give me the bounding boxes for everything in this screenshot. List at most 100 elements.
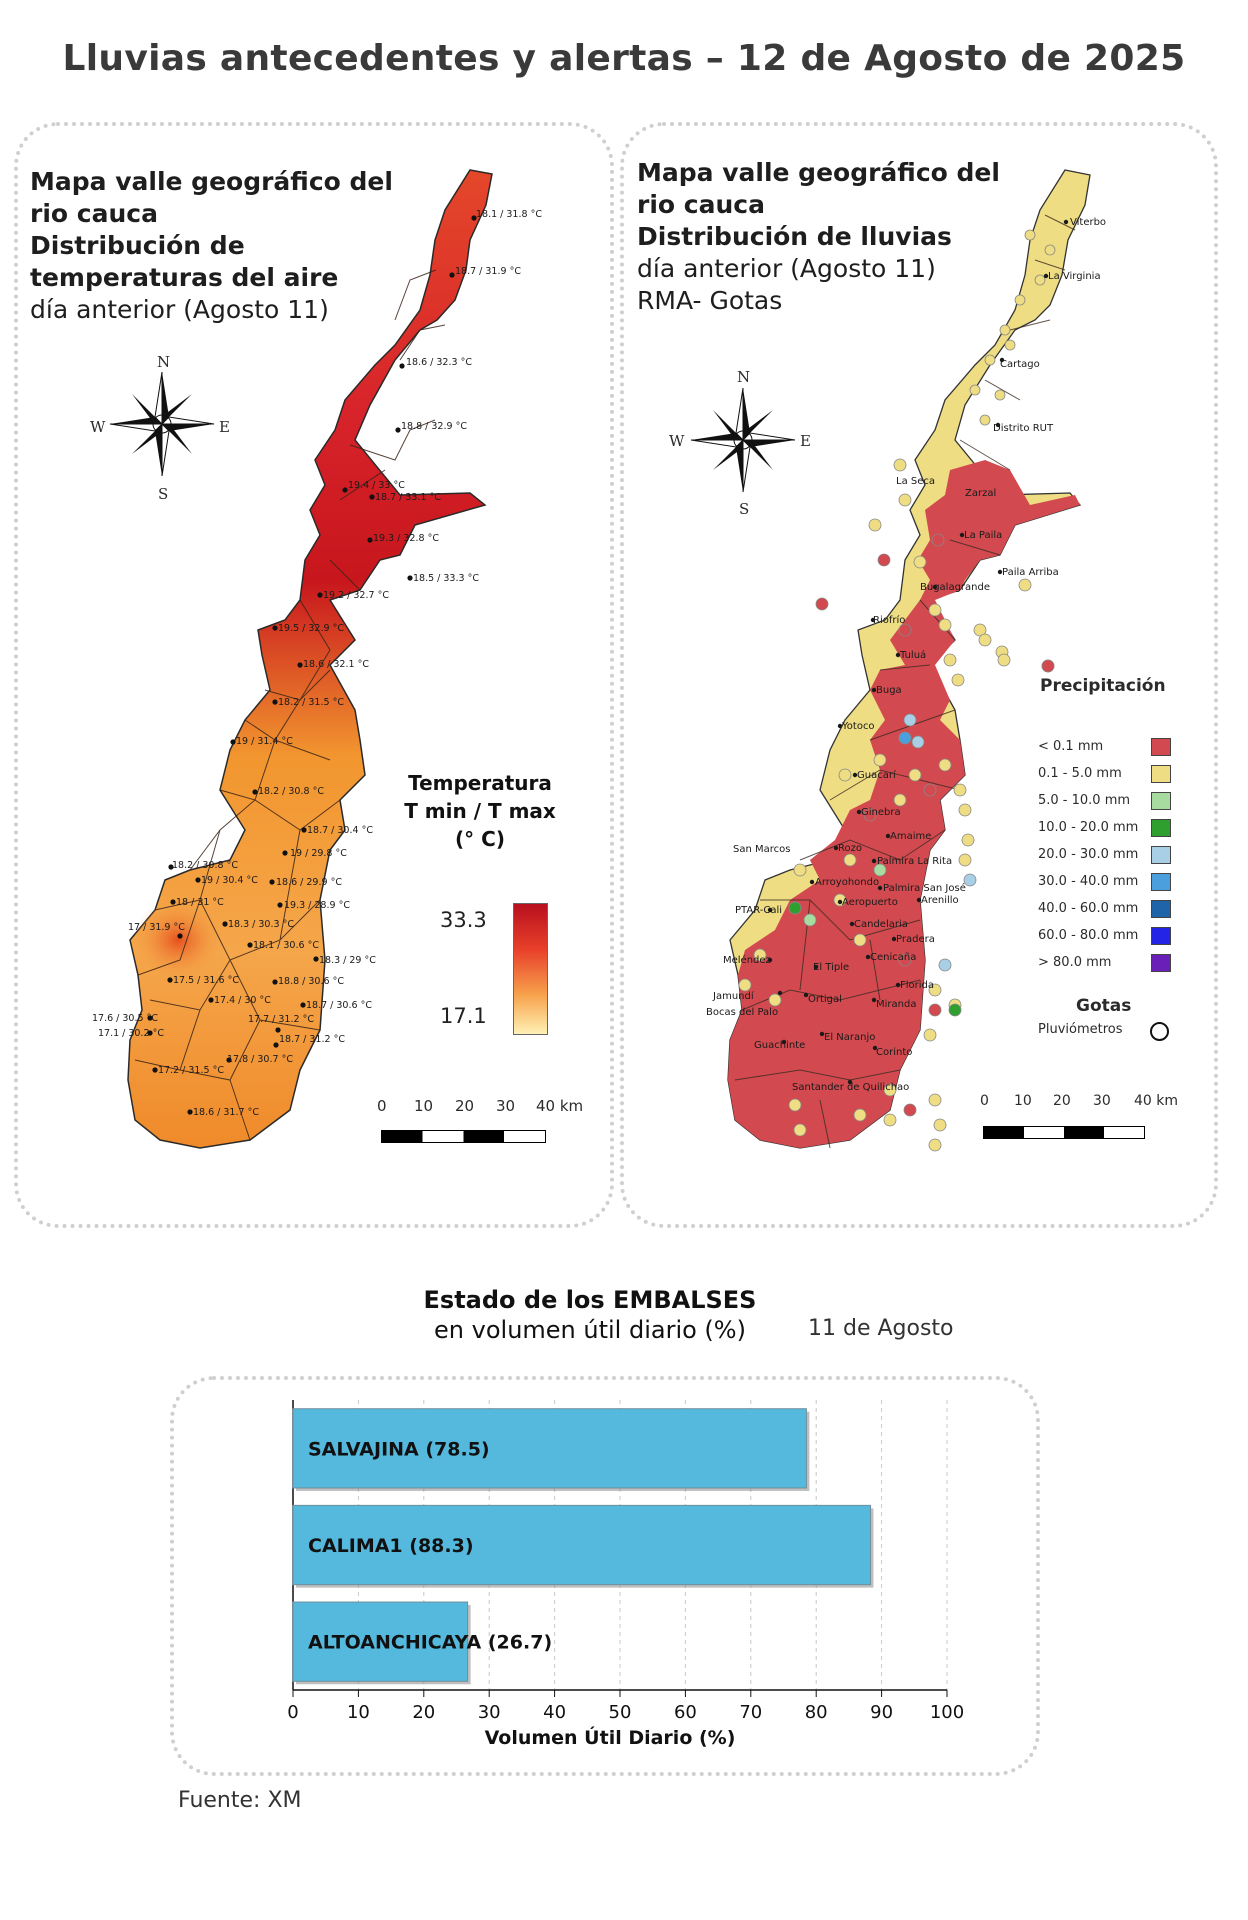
rainfall-title-line: día anterior (Agosto 11) bbox=[637, 254, 936, 283]
bar-label: SALVAJINA (78.5) bbox=[308, 1438, 490, 1460]
precipitation-legend-item: > 80.0 mm bbox=[1038, 954, 1188, 981]
place-label: Candelaria bbox=[854, 919, 908, 930]
rainfall-title-line: Distribución de lluvias bbox=[637, 222, 952, 251]
place-label: Pradera bbox=[896, 934, 935, 945]
place-label: Distrito RUT bbox=[993, 423, 1054, 434]
scale-label: 0 bbox=[377, 1097, 387, 1115]
bar-label: ALTOANCHICAYA (26.7) bbox=[308, 1632, 552, 1654]
precipitation-legend-item: < 0.1 mm bbox=[1038, 738, 1188, 765]
place-label: Florida bbox=[900, 980, 934, 991]
reservoir-date: 11 de Agosto bbox=[808, 1316, 954, 1341]
station-label: 18.7 / 31.9 °C bbox=[455, 266, 521, 277]
place-label: Corinto bbox=[876, 1047, 912, 1058]
precipitation-legend-item: 5.0 - 10.0 mm bbox=[1038, 792, 1188, 819]
reservoir-chart-title: Estado de los EMBALSES en volumen útil d… bbox=[380, 1286, 800, 1344]
rainfall-title-line: Mapa valle geográfico del bbox=[637, 158, 1000, 187]
temperature-legend-title: Temperatura T min / T max (° C) bbox=[400, 769, 560, 853]
x-tick-label: 80 bbox=[805, 1702, 828, 1723]
place-label: Cenicaña bbox=[870, 952, 916, 963]
place-label: Amaime bbox=[890, 831, 931, 842]
station-label: 19 / 30.4 °C bbox=[201, 875, 258, 886]
bar bbox=[292, 1601, 469, 1682]
station-label: 18.1 / 30.6 °C bbox=[253, 940, 319, 951]
rainfall-polygon-lines bbox=[734, 214, 1076, 1149]
place-label: Aeropuerto bbox=[842, 897, 898, 908]
place-label: Yotoco bbox=[841, 721, 875, 732]
rainfall-map-title: Mapa valle geográfico del rio cauca Dist… bbox=[637, 157, 1000, 317]
precipitation-legend-label: 30.0 - 40.0 mm bbox=[1038, 874, 1139, 889]
temperature-station-dots bbox=[147, 215, 477, 1115]
station-label: 19.2 / 32.7 °C bbox=[323, 590, 389, 601]
station-label: 17.5 / 31.6 °C bbox=[173, 975, 239, 986]
station-label: 18.8 / 30.6 °C bbox=[278, 976, 344, 987]
place-label: Santander de Quilichao bbox=[792, 1082, 909, 1093]
source-note: Fuente: XM bbox=[178, 1788, 302, 1813]
temperature-map bbox=[127, 169, 493, 1149]
scale-label: 30 bbox=[496, 1097, 516, 1115]
place-label: La Seca bbox=[896, 476, 935, 487]
precipitation-legend-item: 60.0 - 80.0 mm bbox=[1038, 927, 1188, 954]
scale-label: 30 bbox=[1093, 1093, 1111, 1109]
station-label: 17.1 / 30.2 °C bbox=[98, 1028, 164, 1039]
station-label: 19.3 / 32.8 °C bbox=[373, 533, 439, 544]
precipitation-legend-item: 30.0 - 40.0 mm bbox=[1038, 873, 1188, 900]
precipitation-legend-item: 20.0 - 30.0 mm bbox=[1038, 846, 1188, 873]
precipitation-legend-label: 10.0 - 20.0 mm bbox=[1038, 820, 1139, 835]
station-label: 18.6 / 32.3 °C bbox=[406, 357, 472, 368]
precipitation-legend-label: > 80.0 mm bbox=[1038, 955, 1112, 970]
place-label: San Marcos bbox=[733, 844, 790, 855]
x-tick-label: 90 bbox=[870, 1702, 893, 1723]
precipitation-legend-label: < 0.1 mm bbox=[1038, 739, 1104, 754]
compass-north-label: N bbox=[157, 353, 171, 371]
rainfall-title-line: rio cauca bbox=[637, 190, 765, 219]
rain-gauge-legend-icon bbox=[1150, 1022, 1169, 1041]
place-label: Miranda bbox=[876, 999, 916, 1010]
station-label: 18.2 / 30.8 °C bbox=[172, 860, 238, 871]
precipitation-legend-label: 40.0 - 60.0 mm bbox=[1038, 901, 1139, 916]
place-label: Tuluá bbox=[899, 649, 926, 661]
compass-rose-icon bbox=[109, 371, 215, 477]
place-label: Palmira San José bbox=[883, 882, 966, 894]
rainfall-scale-bar bbox=[983, 1126, 1145, 1139]
place-label: Bocas del Palo bbox=[706, 1007, 778, 1018]
place-label: Ortigal bbox=[808, 994, 842, 1005]
x-tick-label: 50 bbox=[609, 1702, 632, 1723]
station-label: 19 / 29.8 °C bbox=[290, 848, 347, 859]
bar bbox=[292, 1504, 871, 1586]
place-label: Rozo bbox=[838, 843, 862, 854]
rain-gauge-dots bbox=[738, 229, 1056, 1152]
precipitation-legend-item: 10.0 - 20.0 mm bbox=[1038, 819, 1188, 846]
place-label: PTAR-Cali bbox=[735, 905, 782, 916]
rainfall-map: Viterbo La Virginia Cartago Distrito RUT… bbox=[706, 169, 1106, 1152]
station-label: 18.1 / 31.8 °C bbox=[476, 209, 542, 220]
precipitation-legend-swatch bbox=[1151, 792, 1171, 810]
temperature-legend-min: 17.1 bbox=[440, 1004, 487, 1028]
x-tick-label: 100 bbox=[930, 1702, 964, 1723]
compass-west-label: W bbox=[90, 418, 106, 436]
place-label: Cartago bbox=[1000, 359, 1040, 370]
page-title: Lluvias antecedentes y alertas – 12 de A… bbox=[62, 38, 1186, 79]
place-label: Zarzal bbox=[965, 488, 996, 499]
temperature-scale-bar bbox=[381, 1130, 546, 1143]
gotas-legend-label: Pluviómetros bbox=[1038, 1022, 1123, 1037]
precipitation-legend-label: 5.0 - 10.0 mm bbox=[1038, 793, 1131, 808]
station-label: 19.5 / 32.9 °C bbox=[278, 623, 344, 634]
precipitation-legend-item: 0.1 - 5.0 mm bbox=[1038, 765, 1188, 792]
station-label: 18.6 / 31.7 °C bbox=[193, 1107, 259, 1118]
temperature-hotspot bbox=[133, 900, 223, 980]
x-tick-label: 10 bbox=[347, 1702, 370, 1723]
rainfall-map-panel bbox=[620, 122, 1218, 1228]
reservoir-title-bold: Estado de los EMBALSES bbox=[423, 1286, 757, 1314]
temperature-legend-title-line: (° C) bbox=[455, 827, 505, 851]
temperature-title-line: temperaturas del aire bbox=[30, 263, 339, 292]
precipitation-legend-label: 60.0 - 80.0 mm bbox=[1038, 928, 1139, 943]
precipitation-legend-swatch bbox=[1151, 819, 1171, 837]
x-tick-label: 60 bbox=[674, 1702, 697, 1723]
station-label: 18.3 / 29 °C bbox=[319, 955, 376, 966]
station-label: 18.2 / 30.8 °C bbox=[258, 786, 324, 797]
place-label: La Paila bbox=[964, 530, 1002, 541]
place-label: Bugalagrande bbox=[920, 582, 990, 593]
reservoir-chart-panel bbox=[170, 1376, 1040, 1776]
temperature-title-line: Distribución de bbox=[30, 231, 245, 260]
